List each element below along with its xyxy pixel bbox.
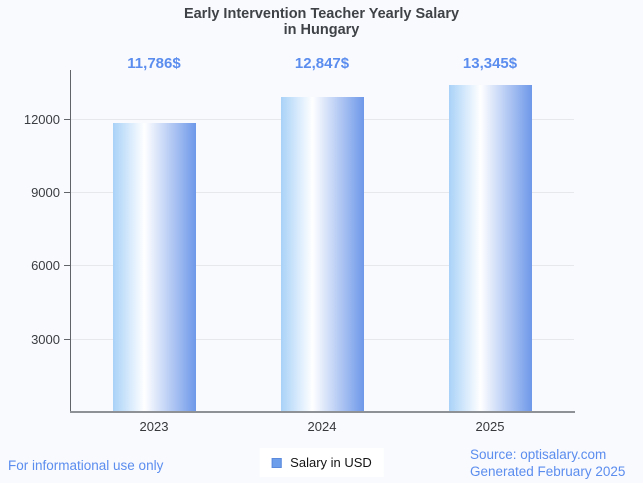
x-axis-label-2023: 2023 — [139, 419, 169, 434]
legend: Salary in USD — [259, 448, 384, 477]
source-text: Source: optisalary.com — [470, 447, 607, 462]
chart-title: Early Intervention Teacher Yearly Salary… — [0, 6, 643, 38]
x-axis-line — [70, 411, 575, 413]
disclaimer-text: For informational use only — [8, 458, 164, 473]
bar-2023 — [112, 123, 196, 411]
y-axis-tick-label: 6000 — [31, 258, 60, 274]
y-axis-tickmark — [64, 265, 70, 267]
legend-swatch-icon — [271, 457, 282, 468]
y-axis-tick-label: 9000 — [31, 185, 60, 201]
y-axis-line — [70, 70, 71, 412]
bar-value-label-2025: 13,345$ — [462, 55, 518, 72]
generated-text: Generated February 2025 — [470, 464, 626, 479]
y-axis-tickmark — [64, 118, 70, 120]
y-axis-tick-label: 3000 — [31, 331, 60, 347]
chart-title-line2: in Hungary — [283, 22, 360, 38]
bar-2025 — [448, 85, 532, 411]
y-axis-tick-label: 12000 — [23, 111, 60, 127]
bar-2024 — [280, 97, 364, 411]
legend-label: Salary in USD — [290, 455, 372, 470]
source-block: Source: optisalary.com Generated Februar… — [470, 446, 625, 480]
y-axis-tickmark — [64, 192, 70, 194]
bar-value-label-2023: 11,786$ — [127, 55, 181, 72]
bar-value-label-2024: 12,847$ — [294, 55, 350, 72]
x-axis-label-2024: 2024 — [307, 419, 337, 434]
chart-title-line1: Early Intervention Teacher Yearly Salary — [183, 6, 460, 22]
y-axis-tickmark — [64, 338, 70, 340]
x-axis-label-2025: 2025 — [475, 419, 505, 434]
